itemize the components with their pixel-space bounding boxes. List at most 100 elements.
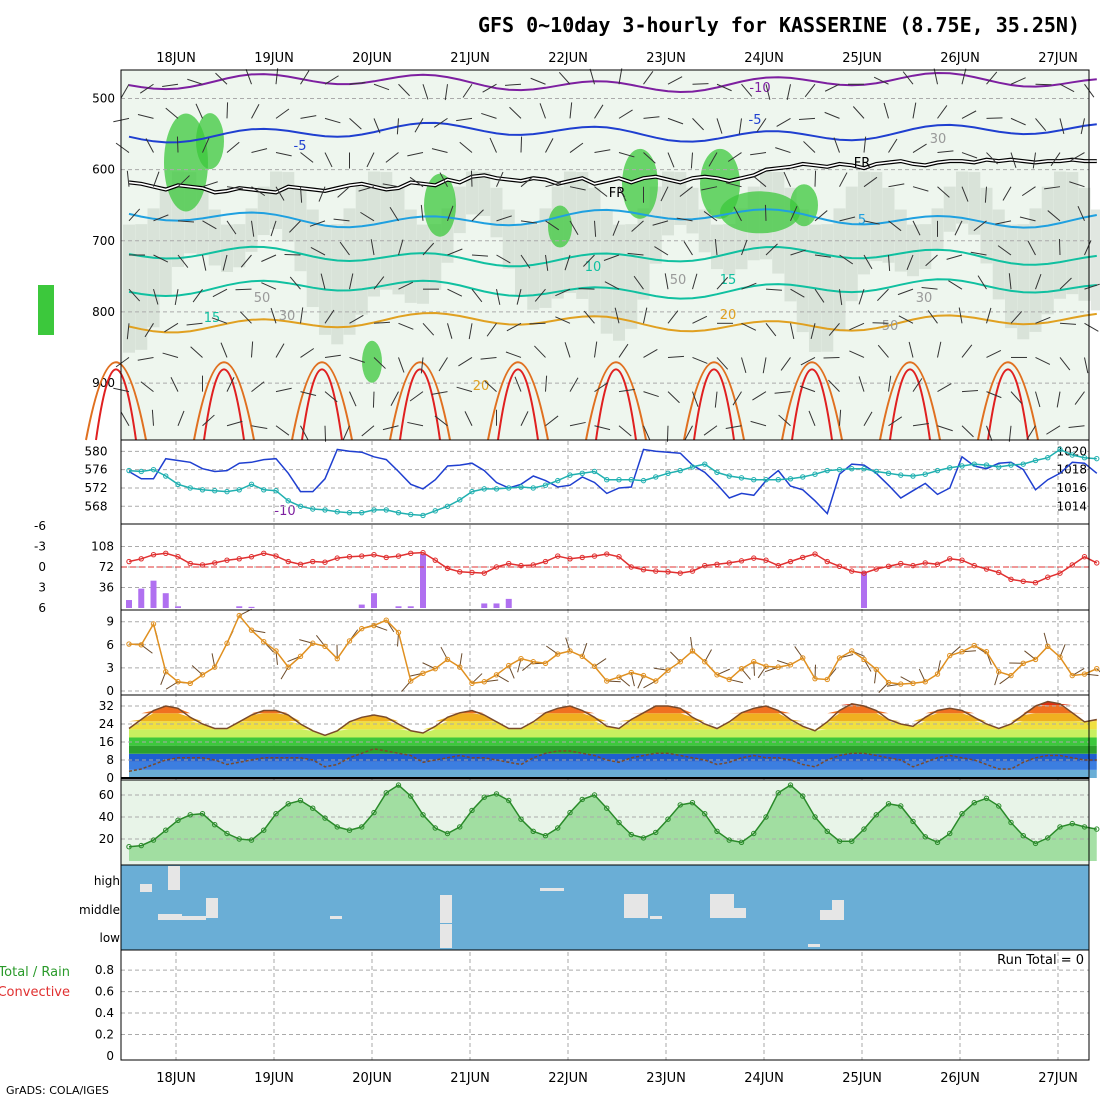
rh-line-point: [346, 827, 353, 833]
rh-moist-area: [362, 340, 382, 383]
wind-10m-line-point: [506, 662, 512, 669]
wind-barb: [342, 425, 350, 441]
lifted-index-line-point: [885, 563, 892, 570]
lifted-index-line-point: [1081, 554, 1088, 560]
thickness-line-point: [555, 477, 561, 484]
cloud-bar: [182, 916, 206, 920]
wind-barb: [220, 342, 228, 358]
wind-10m-line-point: [444, 656, 451, 663]
wind-10m-line-point: [408, 678, 414, 684]
rh-line-point: [444, 830, 451, 837]
lifted-index-line-point: [812, 551, 818, 557]
rh-line-point: [775, 790, 781, 796]
wind-barb: [667, 152, 675, 168]
wind-barb: [126, 323, 130, 340]
wind-barb: [783, 171, 791, 187]
wind-barb: [414, 118, 424, 133]
wind-barb: [153, 214, 169, 222]
wind-10m-line-point: [555, 651, 561, 657]
lifted-index-line-point: [371, 552, 377, 558]
footer-credit: GrADS: COLA/IGES: [6, 1084, 109, 1097]
rh-shade-cell: [1090, 209, 1100, 311]
wind-barb: [300, 115, 317, 119]
wind-barb: [863, 411, 873, 427]
wind-barb: [961, 425, 974, 438]
wind-barb: [741, 322, 757, 331]
wind-barb: [664, 273, 669, 290]
rh-shade-cell: [870, 172, 883, 262]
wind-barb: [908, 341, 914, 358]
thickness-line-point: [530, 485, 536, 491]
rh-shade-cell: [404, 209, 417, 303]
wind-barb: [564, 342, 571, 358]
wind-barb: [937, 341, 942, 358]
lifted-index-line-point: [187, 560, 193, 567]
wind-barb: [251, 381, 265, 393]
wind-barb: [558, 72, 571, 85]
temp-2m-line: [128, 700, 1097, 737]
temp-color-band: [129, 745, 1097, 754]
wind-barb: [300, 391, 317, 396]
rh-shade-cell: [392, 187, 405, 295]
date-label-top: 18JUN: [156, 51, 196, 66]
thickness-line-point: [714, 469, 720, 476]
rh-line-point: [334, 824, 340, 830]
wind-barb: [482, 83, 497, 93]
wind-barb: [226, 220, 237, 235]
wind-barb: [594, 382, 609, 393]
wind-10m-line-point: [751, 659, 757, 665]
wind-barb: [877, 344, 889, 358]
wind-barb: [852, 106, 865, 119]
wind-barb: [318, 186, 326, 202]
wind-barb: [456, 117, 473, 122]
wind-10m-line-point: [138, 642, 144, 648]
rh-shade-cell: [257, 186, 270, 236]
warm-isotherm-arch: [291, 361, 353, 441]
rh-line-point: [555, 825, 561, 831]
lifted-index-line-point: [849, 568, 855, 574]
thickness-line-point: [591, 468, 598, 475]
lifted-index-line-point: [518, 562, 524, 569]
wind-barb: [382, 425, 399, 431]
wind-barb: [925, 254, 938, 267]
rh-shade-cell: [1054, 171, 1066, 299]
wind-10m-line-point: [800, 655, 806, 661]
isotherm-line: [128, 311, 1097, 334]
wind-barb: [226, 377, 235, 392]
wind-barb: [902, 71, 914, 85]
thickness-line-point: [947, 465, 953, 471]
rh-shade-cell: [294, 187, 307, 272]
wind-barb: [583, 254, 595, 267]
rh-line-point: [1032, 840, 1039, 847]
wind-barb: [898, 315, 914, 324]
wind-barb: [738, 118, 742, 135]
wind-barb: [790, 206, 798, 222]
rh-line-point: [714, 828, 720, 834]
cloud-bar: [734, 908, 746, 918]
cape-bar: [505, 598, 512, 608]
slp-tick-label: 1014: [1056, 499, 1087, 513]
wind-barb: [337, 186, 350, 198]
wind-barb: [741, 83, 753, 97]
rh-line-point: [702, 811, 708, 817]
wind-barb: [732, 391, 742, 406]
wind-barb: [961, 344, 973, 358]
wind-barb: [790, 288, 805, 298]
wind-barb: [643, 349, 658, 358]
rh-shade-cell: [233, 224, 246, 268]
wind-barb: [937, 186, 950, 198]
wind-barb: [1002, 186, 1012, 201]
wind-barb: [643, 152, 656, 164]
rh-line-point: [395, 782, 402, 788]
thickness-line-point: [212, 487, 218, 494]
wind-10m-line-point: [150, 621, 157, 627]
wind-10m-line-point: [702, 659, 708, 665]
wind-barb: [486, 323, 497, 337]
thickness-line-point: [542, 482, 549, 488]
wind-barb: [226, 420, 243, 427]
lifted-index-line-point: [542, 558, 549, 565]
rh-legend-swatch: [38, 285, 54, 335]
rh-line-point: [751, 830, 757, 837]
rh-line-point: [236, 836, 242, 842]
